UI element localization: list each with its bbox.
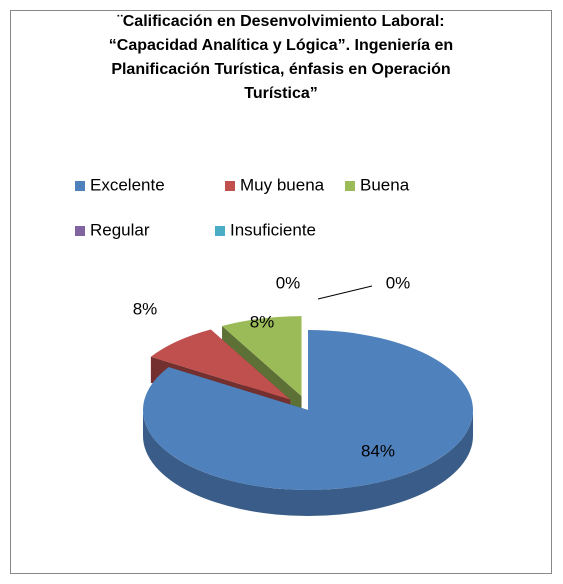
legend-swatch: [75, 181, 85, 191]
legend-swatch: [75, 226, 85, 236]
leader-line: [317, 285, 373, 300]
data-label: 0%: [386, 273, 411, 292]
legend-label: Muy buena: [240, 175, 325, 194]
legend-label: Insuficiente: [230, 220, 316, 239]
legend-swatch: [225, 181, 235, 191]
legend-label: Excelente: [90, 175, 165, 194]
legend-label: Regular: [90, 220, 150, 239]
slice: [142, 330, 473, 490]
slice: [222, 316, 302, 397]
data-label: 0%: [276, 273, 301, 292]
slice: [150, 329, 291, 400]
data-label: 84%: [361, 441, 395, 460]
legend-swatch: [345, 181, 355, 191]
data-label: 8%: [250, 312, 275, 331]
legend-swatch: [215, 226, 225, 236]
legend-label: Buena: [360, 175, 410, 194]
slice-side: [143, 410, 473, 516]
chart-title: ¨Calificación en Desenvolvimiento Labora…: [108, 13, 454, 102]
data-label: 8%: [133, 299, 158, 318]
